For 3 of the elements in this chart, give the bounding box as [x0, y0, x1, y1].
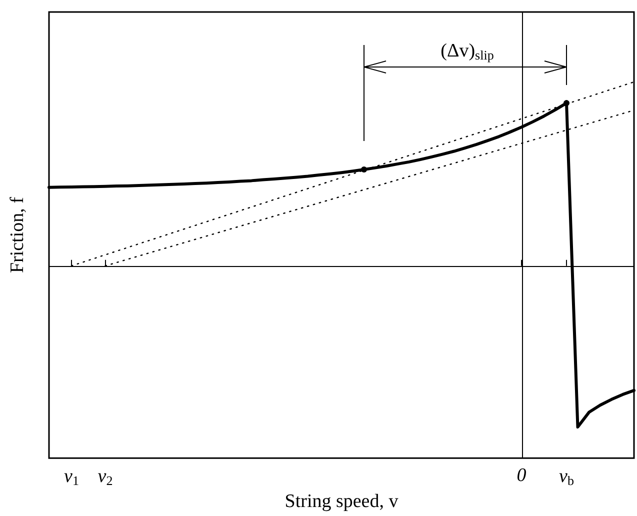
x-tick-label: 0: [516, 465, 527, 486]
y-axis-title: Friction, f: [7, 196, 28, 274]
x-axis-title: String speed, v: [284, 491, 399, 512]
